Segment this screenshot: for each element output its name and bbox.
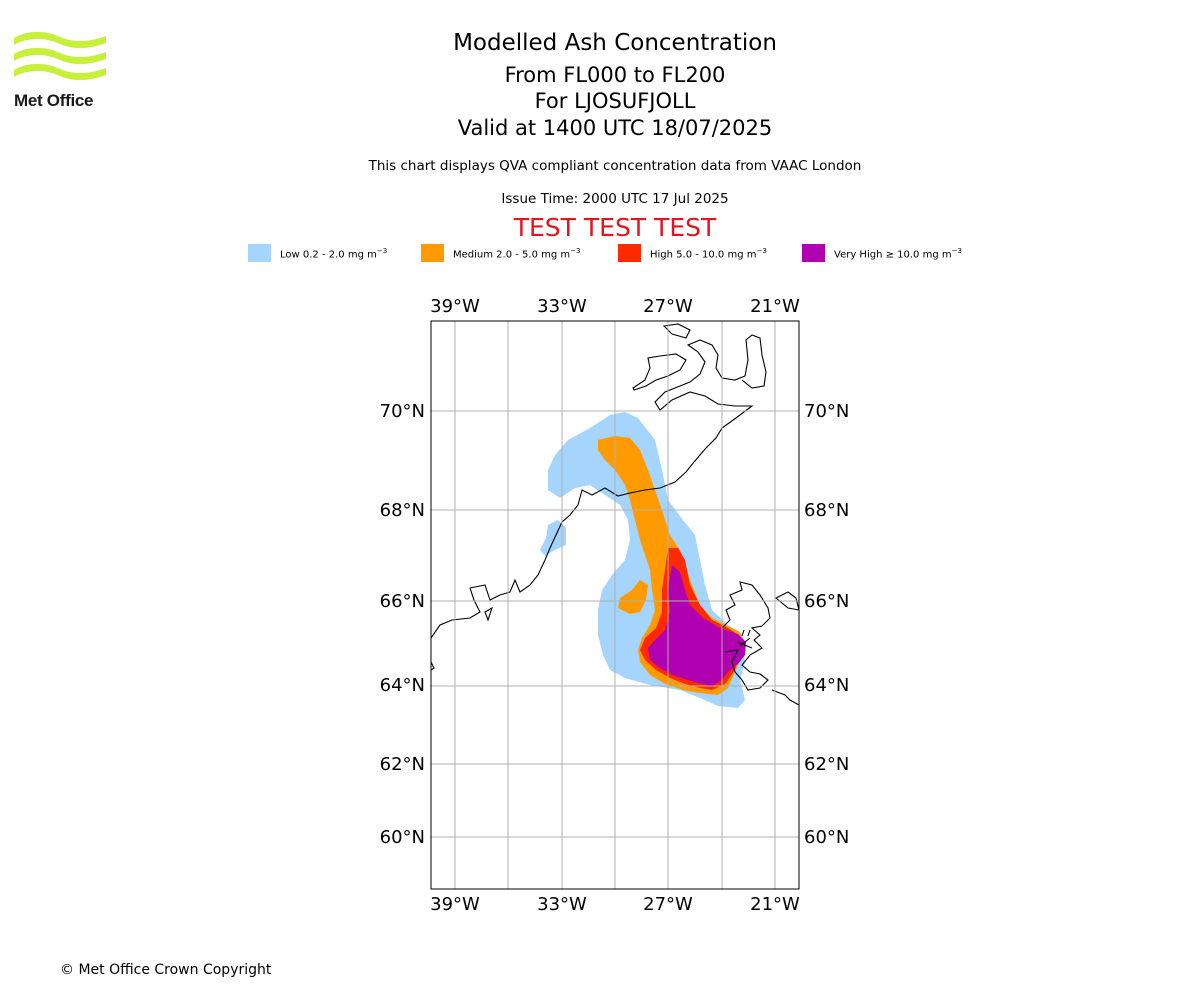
- issue-time: Issue Time: 2000 UTC 17 Jul 2025: [501, 191, 729, 207]
- legend-swatch-low: [248, 244, 271, 262]
- chart-title: Modelled Ash Concentration: [453, 30, 777, 56]
- lat-label-right-60n: 60°N: [804, 827, 849, 848]
- copyright-notice: © Met Office Crown Copyright: [60, 962, 272, 978]
- lat-label-left-68n: 68°N: [380, 500, 425, 521]
- lat-label-right-62n: 62°N: [804, 754, 849, 775]
- met-office-waves-icon: [14, 31, 106, 81]
- volcano-name: For LJOSUFJOLL: [534, 89, 696, 113]
- lon-label-top-27w: 27°W: [643, 296, 693, 317]
- legend-label-low: Low 0.2 - 2.0 mg m−3: [280, 247, 388, 261]
- lat-label-right-68n: 68°N: [804, 500, 849, 521]
- valid-time: Valid at 1400 UTC 18/07/2025: [457, 116, 773, 140]
- legend-label-high: High 5.0 - 10.0 mg m−3: [650, 247, 767, 261]
- lon-label-bottom-39w: 39°W: [430, 894, 480, 915]
- lon-label-top-21w: 21°W: [750, 296, 800, 317]
- legend-label-medium: Medium 2.0 - 5.0 mg m−3: [453, 247, 581, 261]
- legend-swatch-high: [618, 244, 641, 262]
- logo-text: Met Office: [14, 91, 94, 110]
- lat-label-left-70n: 70°N: [380, 401, 425, 422]
- lat-label-left-66n: 66°N: [380, 591, 425, 612]
- legend-swatch-medium: [421, 244, 444, 262]
- lat-label-left-64n: 64°N: [380, 675, 425, 696]
- lon-label-bottom-33w: 33°W: [537, 894, 587, 915]
- legend-label-very-high: Very High ≥ 10.0 mg m−3: [834, 247, 962, 261]
- coastlines: [431, 323, 799, 706]
- lon-label-bottom-21w: 21°W: [750, 894, 800, 915]
- graticule: [431, 321, 799, 889]
- chart-subtitle: This chart displays QVA compliant concen…: [368, 158, 862, 174]
- flight-level-range: From FL000 to FL200: [504, 63, 726, 87]
- lat-label-right-66n: 66°N: [804, 591, 849, 612]
- ash-area-medium-small: [618, 580, 648, 614]
- lat-label-right-64n: 64°N: [804, 675, 849, 696]
- lon-label-top-39w: 39°W: [430, 296, 480, 317]
- map-frame: [430, 320, 800, 890]
- lat-label-left-60n: 60°N: [380, 827, 425, 848]
- lat-label-right-70n: 70°N: [804, 401, 849, 422]
- lon-label-bottom-27w: 27°W: [643, 894, 693, 915]
- test-banner: TEST TEST TEST: [513, 213, 717, 242]
- lon-label-top-33w: 33°W: [537, 296, 587, 317]
- lat-label-left-62n: 62°N: [380, 754, 425, 775]
- legend-swatch-very-high: [802, 244, 825, 262]
- met-office-logo: Met Office: [14, 30, 110, 114]
- ash-area-low-small: [540, 520, 566, 556]
